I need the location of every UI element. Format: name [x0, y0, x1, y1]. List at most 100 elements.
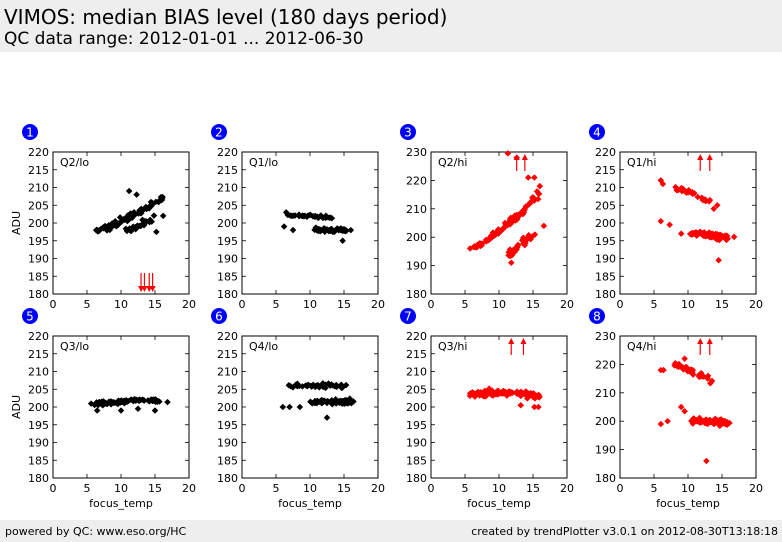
- data-point: [730, 233, 738, 241]
- panel-label: Q4/hi: [627, 340, 656, 353]
- data-point: [683, 189, 690, 197]
- data-point: [703, 457, 710, 465]
- data-point: [151, 407, 159, 414]
- axes-frame: [241, 335, 379, 479]
- x-tick-label: 15: [148, 482, 162, 495]
- x-tick-label: 20: [371, 298, 385, 311]
- x-tick-label: 20: [182, 298, 196, 311]
- data-point: [524, 234, 531, 242]
- data-point: [338, 398, 346, 406]
- data-point: [709, 231, 716, 239]
- data-point: [507, 259, 515, 267]
- subplot-3: 3 180 190 200 210 220 230 0 5 10 15 20 Q2/hi: [400, 124, 574, 311]
- subplot-8: 8 180 190 200 210 220 230 0 5 10 15 20 Q4/hi focus_te…: [589, 308, 763, 510]
- data-point: [282, 208, 290, 216]
- x-tick-label: 20: [749, 482, 763, 495]
- data-point: [125, 187, 133, 195]
- x-tick-label: 0: [239, 298, 246, 311]
- y-tick-label: 220: [595, 358, 616, 371]
- x-tick-label: 5: [651, 298, 658, 311]
- y-tick-label: 180: [217, 288, 238, 301]
- y-tick-label: 220: [595, 146, 616, 159]
- footer-created: created by trendPlotter v3.0.1 on 2012-0…: [471, 525, 778, 538]
- data-point: [295, 212, 303, 220]
- data-point: [489, 229, 497, 236]
- panel-badge-label: 4: [593, 126, 601, 140]
- panel-label: Q2/lo: [60, 156, 89, 169]
- data-point: [131, 395, 138, 403]
- x-axis-label: focus_temp: [89, 497, 153, 510]
- y-tick-label: 215: [217, 348, 238, 361]
- x-tick-label: 5: [84, 298, 91, 311]
- y-tick-label: 190: [595, 444, 616, 457]
- y-tick-label: 190: [28, 253, 49, 266]
- data-point: [316, 227, 324, 235]
- data-point: [678, 186, 685, 194]
- data-point: [679, 364, 687, 371]
- x-tick-label: 15: [715, 482, 729, 495]
- panel-label: Q1/lo: [249, 156, 278, 169]
- y-axis-label: ADU: [10, 395, 23, 419]
- y-tick-label: 200: [595, 217, 616, 230]
- subplot-2: 2 180 185 190 195 200 205 210 215 220 0 5 10 15 20 Q1/l…: [211, 124, 385, 311]
- x-tick-label: 20: [749, 298, 763, 311]
- y-tick-label: 205: [28, 199, 49, 212]
- panel-badge: [211, 308, 227, 324]
- panel-label: Q1/hi: [627, 156, 656, 169]
- data-point: [687, 366, 695, 373]
- y-tick-label: 190: [217, 437, 238, 450]
- data-point: [319, 379, 327, 387]
- data-point: [495, 230, 502, 238]
- data-point: [129, 223, 137, 231]
- y-tick-label: 185: [595, 270, 616, 283]
- y-tick-label: 200: [217, 217, 238, 230]
- y-tick-label: 205: [217, 199, 238, 212]
- x-tick-label: 20: [560, 482, 574, 495]
- data-point: [135, 209, 143, 217]
- data-point: [708, 377, 716, 385]
- data-point: [519, 210, 527, 218]
- data-point: [710, 205, 718, 213]
- y-tick-label: 230: [406, 146, 427, 159]
- y-tick-label: 220: [28, 330, 49, 343]
- axes-frame: [619, 335, 757, 479]
- data-point: [128, 214, 136, 222]
- data-point: [136, 396, 143, 403]
- x-tick-label: 0: [617, 482, 624, 495]
- data-point: [505, 248, 513, 256]
- offscale-arrowhead: [697, 154, 704, 160]
- data-point: [286, 403, 293, 411]
- axes-frame: [52, 335, 190, 479]
- subplot-4: 4 180 185 190 195 200 205 210 215 220 0 5 10 15 20 Q1/h…: [589, 124, 763, 311]
- axes-frame: [430, 335, 568, 479]
- data-point: [114, 222, 121, 229]
- x-tick-label: 0: [50, 298, 57, 311]
- y-tick-label: 215: [217, 164, 238, 177]
- panel-badge-label: 7: [404, 310, 412, 324]
- panel-badge-label: 5: [26, 310, 34, 324]
- data-point: [723, 232, 731, 240]
- data-point: [677, 230, 685, 238]
- data-point: [477, 240, 485, 248]
- y-tick-label: 215: [28, 164, 49, 177]
- data-point: [536, 182, 544, 190]
- data-point: [164, 398, 171, 406]
- data-point: [334, 225, 341, 233]
- y-tick-label: 230: [595, 330, 616, 343]
- y-tick-label: 215: [406, 348, 427, 361]
- axes-frame: [241, 151, 379, 295]
- x-tick-label: 0: [617, 298, 624, 311]
- y-tick-label: 195: [217, 419, 238, 432]
- panel-badge-label: 2: [215, 126, 223, 140]
- data-point: [117, 407, 125, 414]
- footer-credit: powered by QC: www.eso.org/HC: [5, 525, 187, 538]
- data-point: [713, 201, 721, 209]
- y-tick-label: 215: [28, 348, 49, 361]
- data-point: [524, 174, 532, 181]
- x-tick-label: 15: [337, 298, 351, 311]
- data-point: [466, 390, 474, 397]
- panel-label: Q2/hi: [438, 156, 467, 169]
- panel-badge: [589, 308, 605, 324]
- x-tick-label: 5: [462, 482, 469, 495]
